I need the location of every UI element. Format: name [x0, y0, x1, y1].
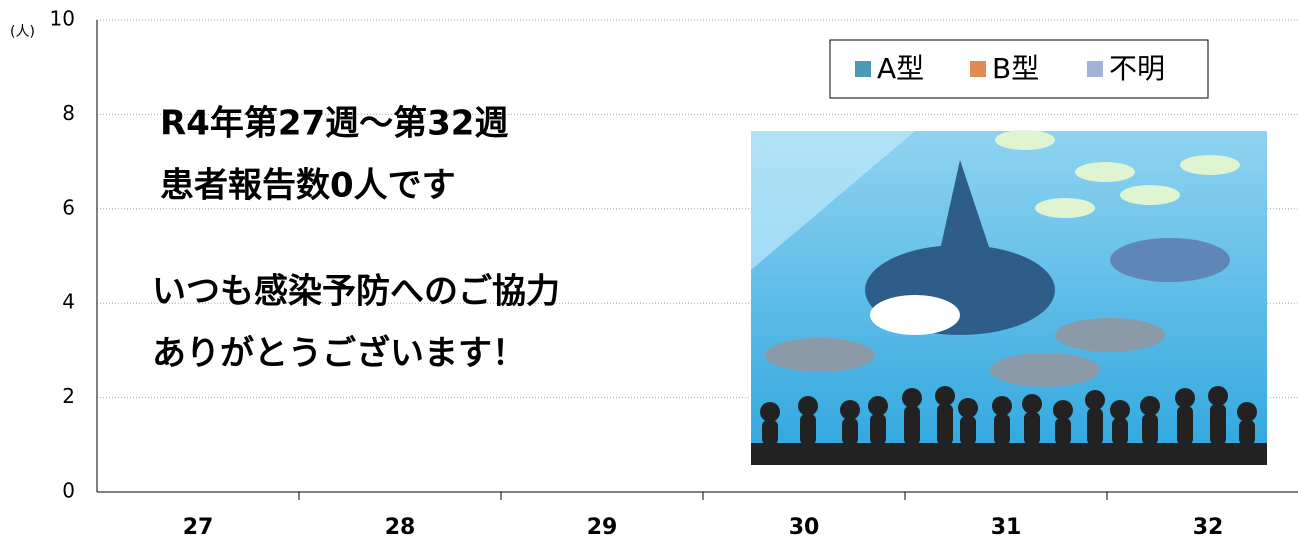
legend-label: A型	[877, 52, 924, 85]
y-tick-label: 8	[62, 101, 75, 125]
y-tick-label: 0	[62, 479, 75, 503]
x-tick-label: 31	[991, 515, 1022, 540]
y-tick-label: 6	[62, 195, 75, 219]
y-tick-label: 4	[62, 290, 75, 314]
x-tick-label: 29	[587, 515, 618, 540]
y-tick-label: 10	[50, 7, 75, 31]
illustration	[751, 130, 1267, 465]
annotation: 患者報告数0人です	[160, 166, 456, 206]
x-tick-label: 28	[385, 515, 416, 540]
legend-swatch	[1087, 61, 1103, 77]
annotation: ありがとうございます！	[152, 334, 526, 374]
y-unit: (人)	[10, 24, 35, 40]
x-tick-label: 32	[1193, 515, 1224, 540]
x-tick-label: 27	[183, 515, 214, 540]
legend-label: B型	[992, 52, 1039, 85]
y-tick-label: 2	[62, 384, 75, 408]
legend-box	[829, 39, 1209, 99]
annotation: R4年第27週～第32週	[160, 104, 508, 144]
legend-label: 不明	[1109, 52, 1165, 85]
annotation: いつも感染予防へのご協力	[152, 272, 560, 312]
legend-swatch	[855, 61, 871, 77]
x-tick-label: 30	[789, 515, 820, 540]
legend-swatch	[970, 61, 986, 77]
